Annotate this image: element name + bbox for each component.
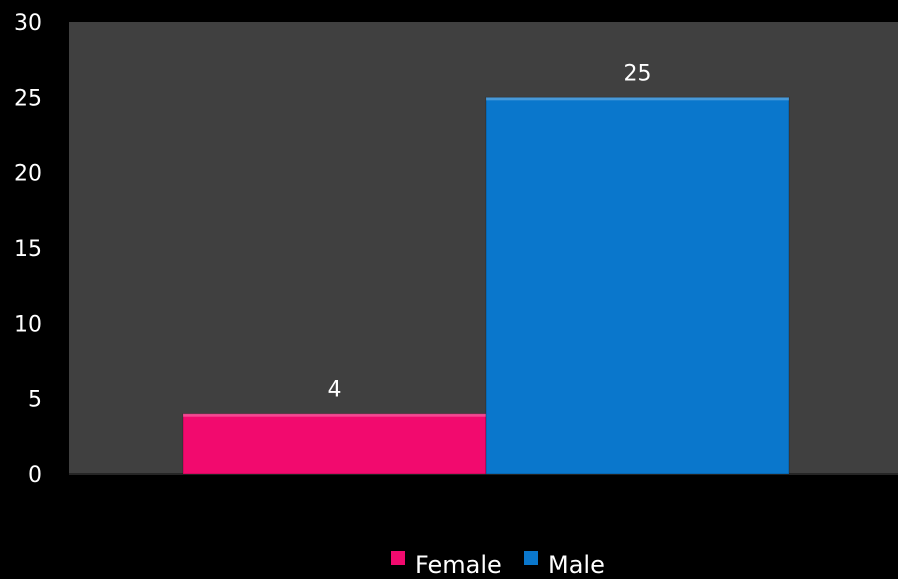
data-label-male: 25 xyxy=(624,61,652,86)
legend-swatch-female xyxy=(391,551,405,565)
y-tick-label: 10 xyxy=(14,312,42,337)
bar-highlight xyxy=(486,97,789,101)
y-tick-label: 15 xyxy=(14,237,42,262)
y-tick-label: 30 xyxy=(14,11,42,36)
y-tick-label: 20 xyxy=(14,162,42,187)
bar-female xyxy=(182,413,487,475)
legend: Female Male xyxy=(391,551,605,579)
y-axis-ticks: 0 5 10 15 20 25 30 xyxy=(14,11,42,488)
data-label-female: 4 xyxy=(328,378,342,403)
bar-male xyxy=(485,96,790,475)
y-tick-label: 5 xyxy=(28,388,42,413)
legend-swatch-male xyxy=(524,551,538,565)
data-labels: 4 25 xyxy=(328,61,652,402)
legend-label-male: Male xyxy=(548,551,605,579)
y-tick-label: 0 xyxy=(28,463,42,488)
y-tick-label: 25 xyxy=(14,86,42,111)
bars xyxy=(182,96,790,475)
bar-highlight xyxy=(183,413,486,417)
legend-label-female: Female xyxy=(415,551,502,579)
